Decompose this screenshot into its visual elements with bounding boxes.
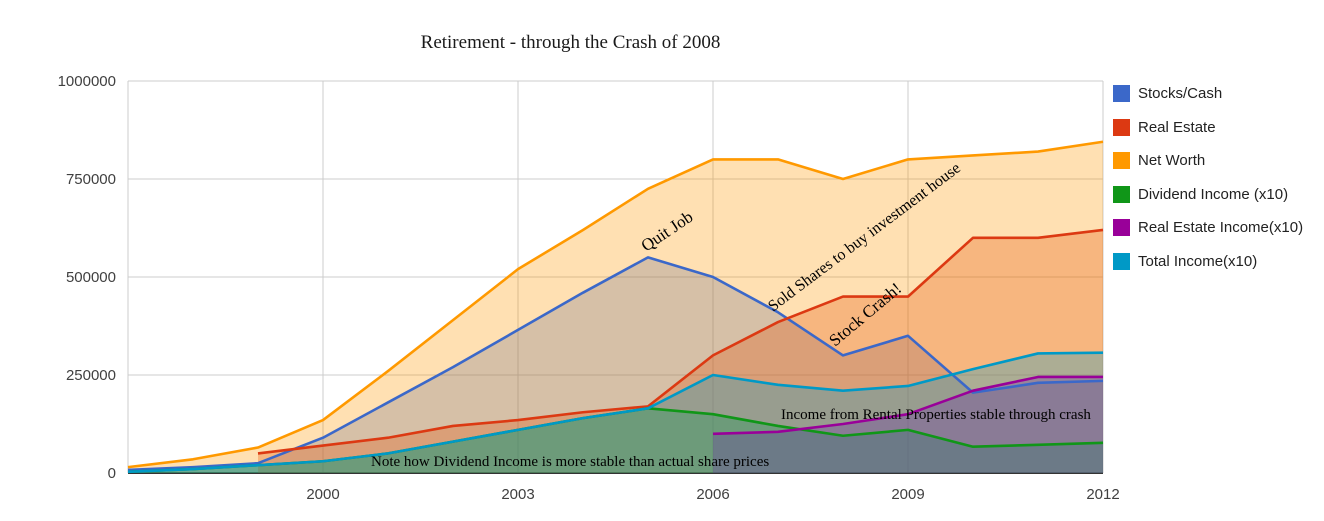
x-tick-label-2003: 2003 <box>501 486 534 503</box>
legend-label: Dividend Income (x10) <box>1138 185 1289 203</box>
legend-label: Net Worth <box>1138 152 1206 169</box>
area-total-income-x10 <box>128 352 1103 473</box>
legend-label: Total Income(x10) <box>1138 252 1258 270</box>
area-stocks-cash <box>128 257 1103 473</box>
line-real-estate[interactable] <box>257 228 1104 455</box>
legend-swatch <box>1113 185 1130 203</box>
y-tick-label-750000: 750000 <box>66 171 116 188</box>
x-tick-label-2006: 2006 <box>696 486 729 503</box>
legend-swatch <box>1113 252 1130 270</box>
line-net-worth[interactable] <box>127 140 1104 469</box>
annotation-3: Income from Rental Properties stable thr… <box>781 407 1091 423</box>
legend-swatch <box>1113 219 1130 236</box>
legend-swatch <box>1113 152 1130 169</box>
x-tick-label-2000: 2000 <box>306 486 339 503</box>
legend-item-real-estate-income-x10[interactable]: Real Estate Income(x10) <box>1113 218 1318 238</box>
legend-label: Stocks/Cash <box>1138 85 1223 102</box>
legend-item-real-estate[interactable]: Real Estate <box>1113 118 1318 138</box>
y-tick-label-1000000: 1000000 <box>58 73 116 90</box>
legend-swatch <box>1113 85 1130 102</box>
y-tick-label-250000: 250000 <box>66 367 116 384</box>
annotation-4: Note how Dividend Income is more stable … <box>371 454 769 470</box>
legend-label: Real Estate <box>1138 118 1216 136</box>
legend-item-total-income-x10[interactable]: Total Income(x10) <box>1113 252 1318 272</box>
legend-item-stocks-cash[interactable]: Stocks/Cash <box>1113 84 1318 104</box>
y-tick-label-0: 0 <box>108 465 116 482</box>
legend-item-net-worth[interactable]: Net Worth <box>1113 151 1318 171</box>
x-tick-label-2009: 2009 <box>891 486 924 503</box>
legend-swatch <box>1113 118 1130 136</box>
area-dividend-income-x10 <box>128 408 1103 473</box>
area-real-estate-income-x10 <box>713 376 1103 473</box>
legend-label: Real Estate Income(x10) <box>1138 219 1304 236</box>
area-real-estate <box>258 229 1103 473</box>
chart-title: Retirement - through the Crash of 2008 <box>420 32 721 53</box>
y-tick-label-500000: 500000 <box>66 269 116 286</box>
x-tick-label-2012: 2012 <box>1086 486 1119 503</box>
line-total-income-x10[interactable] <box>127 351 1104 474</box>
legend: Stocks/Cash Real Estate Net Worth Dividend … <box>1113 84 1318 285</box>
legend-item-dividend-income-x10[interactable]: Dividend Income (x10) <box>1113 185 1318 205</box>
line-real-estate-income-x10[interactable] <box>712 375 1103 436</box>
